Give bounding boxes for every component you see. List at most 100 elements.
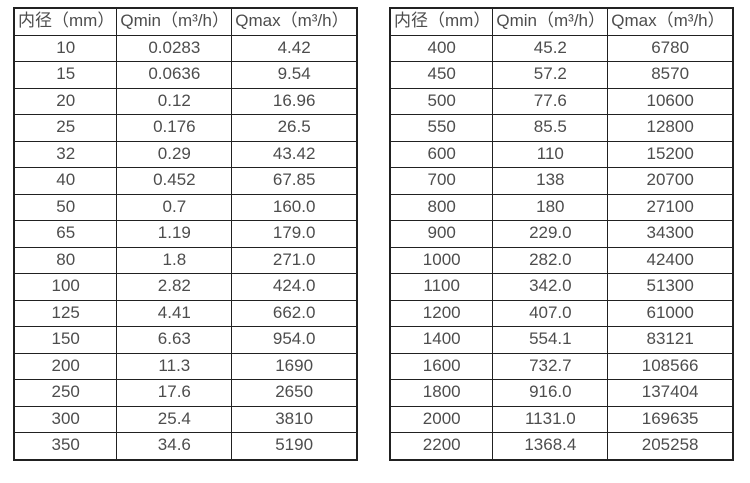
qmax-cell: 5190 xyxy=(231,432,358,460)
qmax-cell: 424.0 xyxy=(231,273,358,301)
qmax-cell: 16.96 xyxy=(231,87,358,115)
table-row: 25 0.176 26.5 xyxy=(13,114,358,142)
qmax-cell: 61000 xyxy=(607,299,734,327)
qmin-cell: 4.41 xyxy=(116,299,233,327)
header-qmax: Qmax（m³/h） xyxy=(607,7,734,36)
table-row: 250 17.6 2650 xyxy=(13,379,358,407)
table-row: 350 34.6 5190 xyxy=(13,432,358,460)
diameter-cell: 550 xyxy=(389,114,494,142)
qmin-cell: 25.4 xyxy=(116,405,233,433)
header-row: 内径（mm） Qmin（m³/h） Qmax（m³/h） xyxy=(13,7,358,36)
qmin-cell: 407.0 xyxy=(492,299,609,327)
table-row: 150 6.63 954.0 xyxy=(13,326,358,354)
qmax-cell: 4.42 xyxy=(231,34,358,62)
qmin-cell: 138 xyxy=(492,167,609,195)
table-row: 1100 342.0 51300 xyxy=(389,273,734,301)
qmax-cell: 108566 xyxy=(607,352,734,380)
qmin-cell: 1.8 xyxy=(116,246,233,274)
table-row: 15 0.0636 9.54 xyxy=(13,61,358,89)
qmax-cell: 20700 xyxy=(607,167,734,195)
qmin-cell: 0.452 xyxy=(116,167,233,195)
qmin-cell: 0.0283 xyxy=(116,34,233,62)
qmax-cell: 160.0 xyxy=(231,193,358,221)
table-row: 450 57.2 8570 xyxy=(389,61,734,89)
qmax-cell: 51300 xyxy=(607,273,734,301)
qmax-cell: 43.42 xyxy=(231,140,358,168)
diameter-cell: 800 xyxy=(389,193,494,221)
diameter-cell: 100 xyxy=(13,273,118,301)
diameter-cell: 2200 xyxy=(389,432,494,460)
header-diameter: 内径（mm） xyxy=(13,7,118,36)
table-row: 700 138 20700 xyxy=(389,167,734,195)
flow-table-left: 内径（mm） Qmin（m³/h） Qmax（m³/h） 10 0.0283 4.4… xyxy=(13,7,358,461)
qmin-cell: 34.6 xyxy=(116,432,233,460)
header-qmin: Qmin（m³/h） xyxy=(492,7,609,36)
qmax-cell: 9.54 xyxy=(231,61,358,89)
table-row: 32 0.29 43.42 xyxy=(13,140,358,168)
diameter-cell: 200 xyxy=(13,352,118,380)
diameter-cell: 80 xyxy=(13,246,118,274)
qmin-cell: 2.82 xyxy=(116,273,233,301)
diameter-cell: 1000 xyxy=(389,246,494,274)
qmin-cell: 916.0 xyxy=(492,379,609,407)
qmin-cell: 554.1 xyxy=(492,326,609,354)
qmax-cell: 67.85 xyxy=(231,167,358,195)
header-qmin: Qmin（m³/h） xyxy=(116,7,233,36)
qmax-cell: 6780 xyxy=(607,34,734,62)
qmin-cell: 17.6 xyxy=(116,379,233,407)
qmin-cell: 45.2 xyxy=(492,34,609,62)
diameter-cell: 65 xyxy=(13,220,118,248)
qmin-cell: 0.0636 xyxy=(116,61,233,89)
diameter-cell: 500 xyxy=(389,87,494,115)
qmax-cell: 83121 xyxy=(607,326,734,354)
header-diameter: 内径（mm） xyxy=(389,7,494,36)
qmin-cell: 11.3 xyxy=(116,352,233,380)
qmin-cell: 180 xyxy=(492,193,609,221)
diameter-cell: 20 xyxy=(13,87,118,115)
diameter-cell: 450 xyxy=(389,61,494,89)
qmin-cell: 85.5 xyxy=(492,114,609,142)
diameter-cell: 900 xyxy=(389,220,494,248)
table-row: 125 4.41 662.0 xyxy=(13,299,358,327)
qmin-cell: 0.7 xyxy=(116,193,233,221)
table-row: 2200 1368.4 205258 xyxy=(389,432,734,460)
diameter-cell: 15 xyxy=(13,61,118,89)
qmax-cell: 662.0 xyxy=(231,299,358,327)
qmin-cell: 77.6 xyxy=(492,87,609,115)
diameter-cell: 32 xyxy=(13,140,118,168)
table-row: 50 0.7 160.0 xyxy=(13,193,358,221)
diameter-cell: 1600 xyxy=(389,352,494,380)
diameter-cell: 2000 xyxy=(389,405,494,433)
qmin-cell: 342.0 xyxy=(492,273,609,301)
tables-wrap: 内径（mm） Qmin（m³/h） Qmax（m³/h） 10 0.0283 4.4… xyxy=(13,7,750,461)
header-row: 内径（mm） Qmin（m³/h） Qmax（m³/h） xyxy=(389,7,734,36)
table-row: 200 11.3 1690 xyxy=(13,352,358,380)
diameter-cell: 1200 xyxy=(389,299,494,327)
qmin-cell: 0.176 xyxy=(116,114,233,142)
qmin-cell: 57.2 xyxy=(492,61,609,89)
diameter-cell: 1800 xyxy=(389,379,494,407)
qmax-cell: 12800 xyxy=(607,114,734,142)
qmin-cell: 0.29 xyxy=(116,140,233,168)
qmin-cell: 6.63 xyxy=(116,326,233,354)
diameter-cell: 300 xyxy=(13,405,118,433)
table-row: 1600 732.7 108566 xyxy=(389,352,734,380)
qmin-cell: 1368.4 xyxy=(492,432,609,460)
diameter-cell: 25 xyxy=(13,114,118,142)
qmax-cell: 2650 xyxy=(231,379,358,407)
qmin-cell: 110 xyxy=(492,140,609,168)
diameter-cell: 250 xyxy=(13,379,118,407)
qmax-cell: 271.0 xyxy=(231,246,358,274)
diameter-cell: 350 xyxy=(13,432,118,460)
qmax-cell: 179.0 xyxy=(231,220,358,248)
table-row: 800 180 27100 xyxy=(389,193,734,221)
diameter-cell: 1400 xyxy=(389,326,494,354)
qmax-cell: 34300 xyxy=(607,220,734,248)
qmax-cell: 27100 xyxy=(607,193,734,221)
diameter-cell: 50 xyxy=(13,193,118,221)
diameter-cell: 150 xyxy=(13,326,118,354)
qmax-cell: 15200 xyxy=(607,140,734,168)
qmax-cell: 169635 xyxy=(607,405,734,433)
qmin-cell: 0.12 xyxy=(116,87,233,115)
table-row: 900 229.0 34300 xyxy=(389,220,734,248)
